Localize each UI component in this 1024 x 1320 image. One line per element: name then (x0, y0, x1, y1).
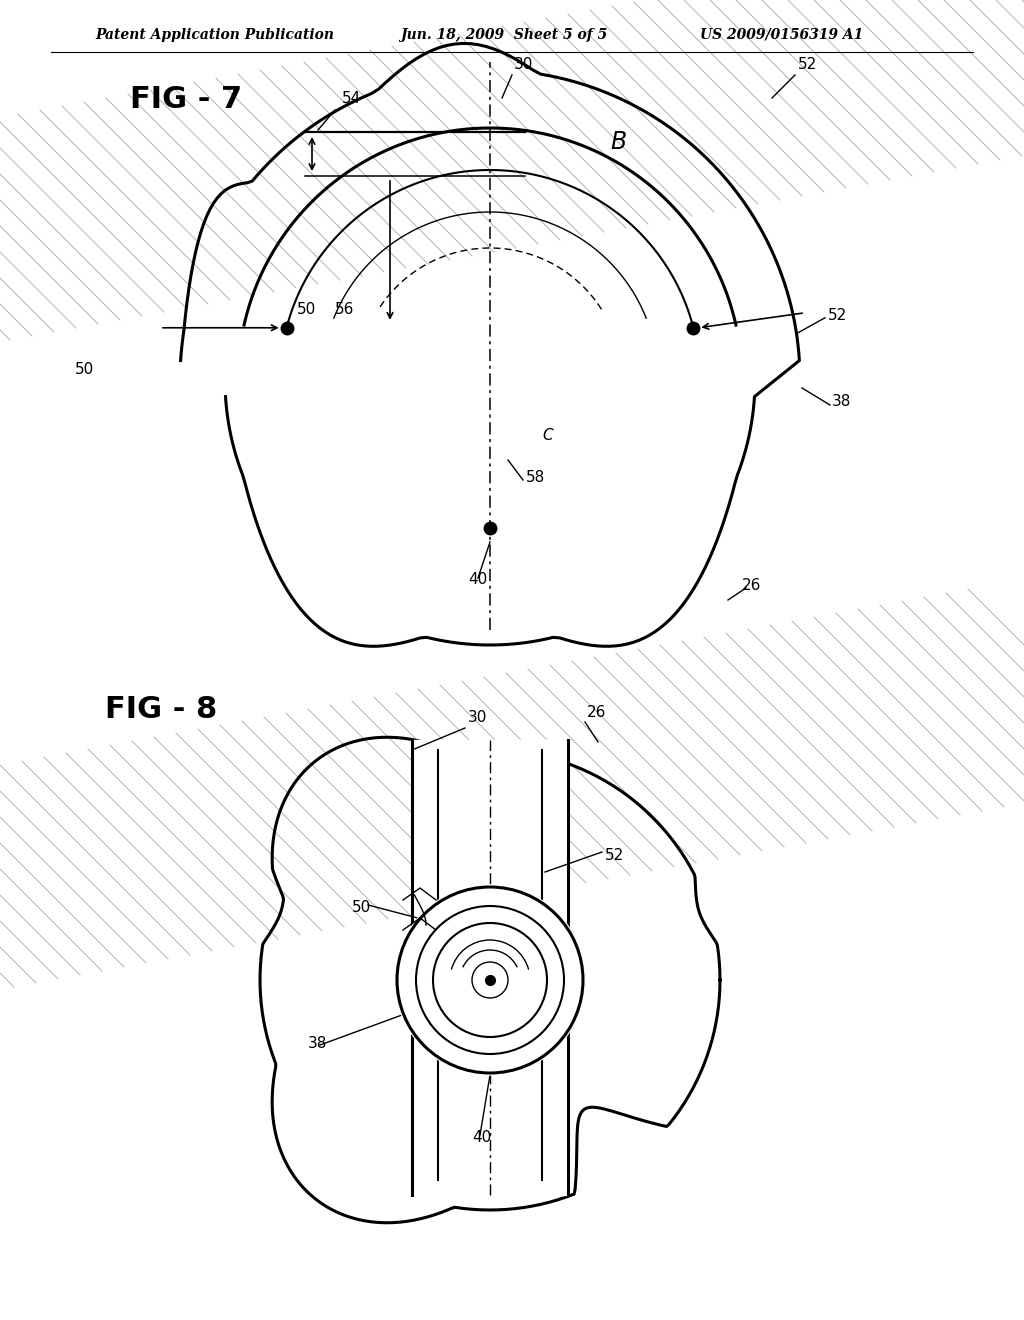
Bar (412, 741, 568, 1195)
Text: Jun. 18, 2009  Sheet 5 of 5: Jun. 18, 2009 Sheet 5 of 5 (400, 28, 607, 42)
Text: 52: 52 (605, 847, 625, 862)
Text: 38: 38 (831, 395, 851, 409)
Text: 52: 52 (798, 57, 817, 73)
Text: FIG - 8: FIG - 8 (105, 696, 217, 725)
Text: Patent Application Publication: Patent Application Publication (95, 28, 334, 42)
Text: B: B (610, 129, 627, 154)
Text: 30: 30 (514, 57, 534, 73)
Text: 38: 38 (308, 1035, 328, 1051)
Text: 26: 26 (587, 705, 606, 719)
Circle shape (395, 884, 585, 1074)
Text: FIG - 7: FIG - 7 (130, 86, 242, 115)
Text: 40: 40 (472, 1130, 492, 1146)
Text: 50: 50 (352, 899, 372, 915)
Text: US 2009/0156319 A1: US 2009/0156319 A1 (700, 28, 863, 42)
Text: 40: 40 (468, 573, 487, 587)
Text: 56: 56 (335, 302, 354, 317)
Text: 54: 54 (342, 91, 361, 106)
Text: 52: 52 (828, 309, 847, 323)
Text: 30: 30 (468, 710, 487, 725)
Text: 50: 50 (297, 302, 315, 317)
Text: 50: 50 (75, 363, 94, 378)
Text: 58: 58 (526, 470, 545, 486)
Text: 26: 26 (742, 578, 762, 593)
Text: C: C (542, 428, 553, 442)
